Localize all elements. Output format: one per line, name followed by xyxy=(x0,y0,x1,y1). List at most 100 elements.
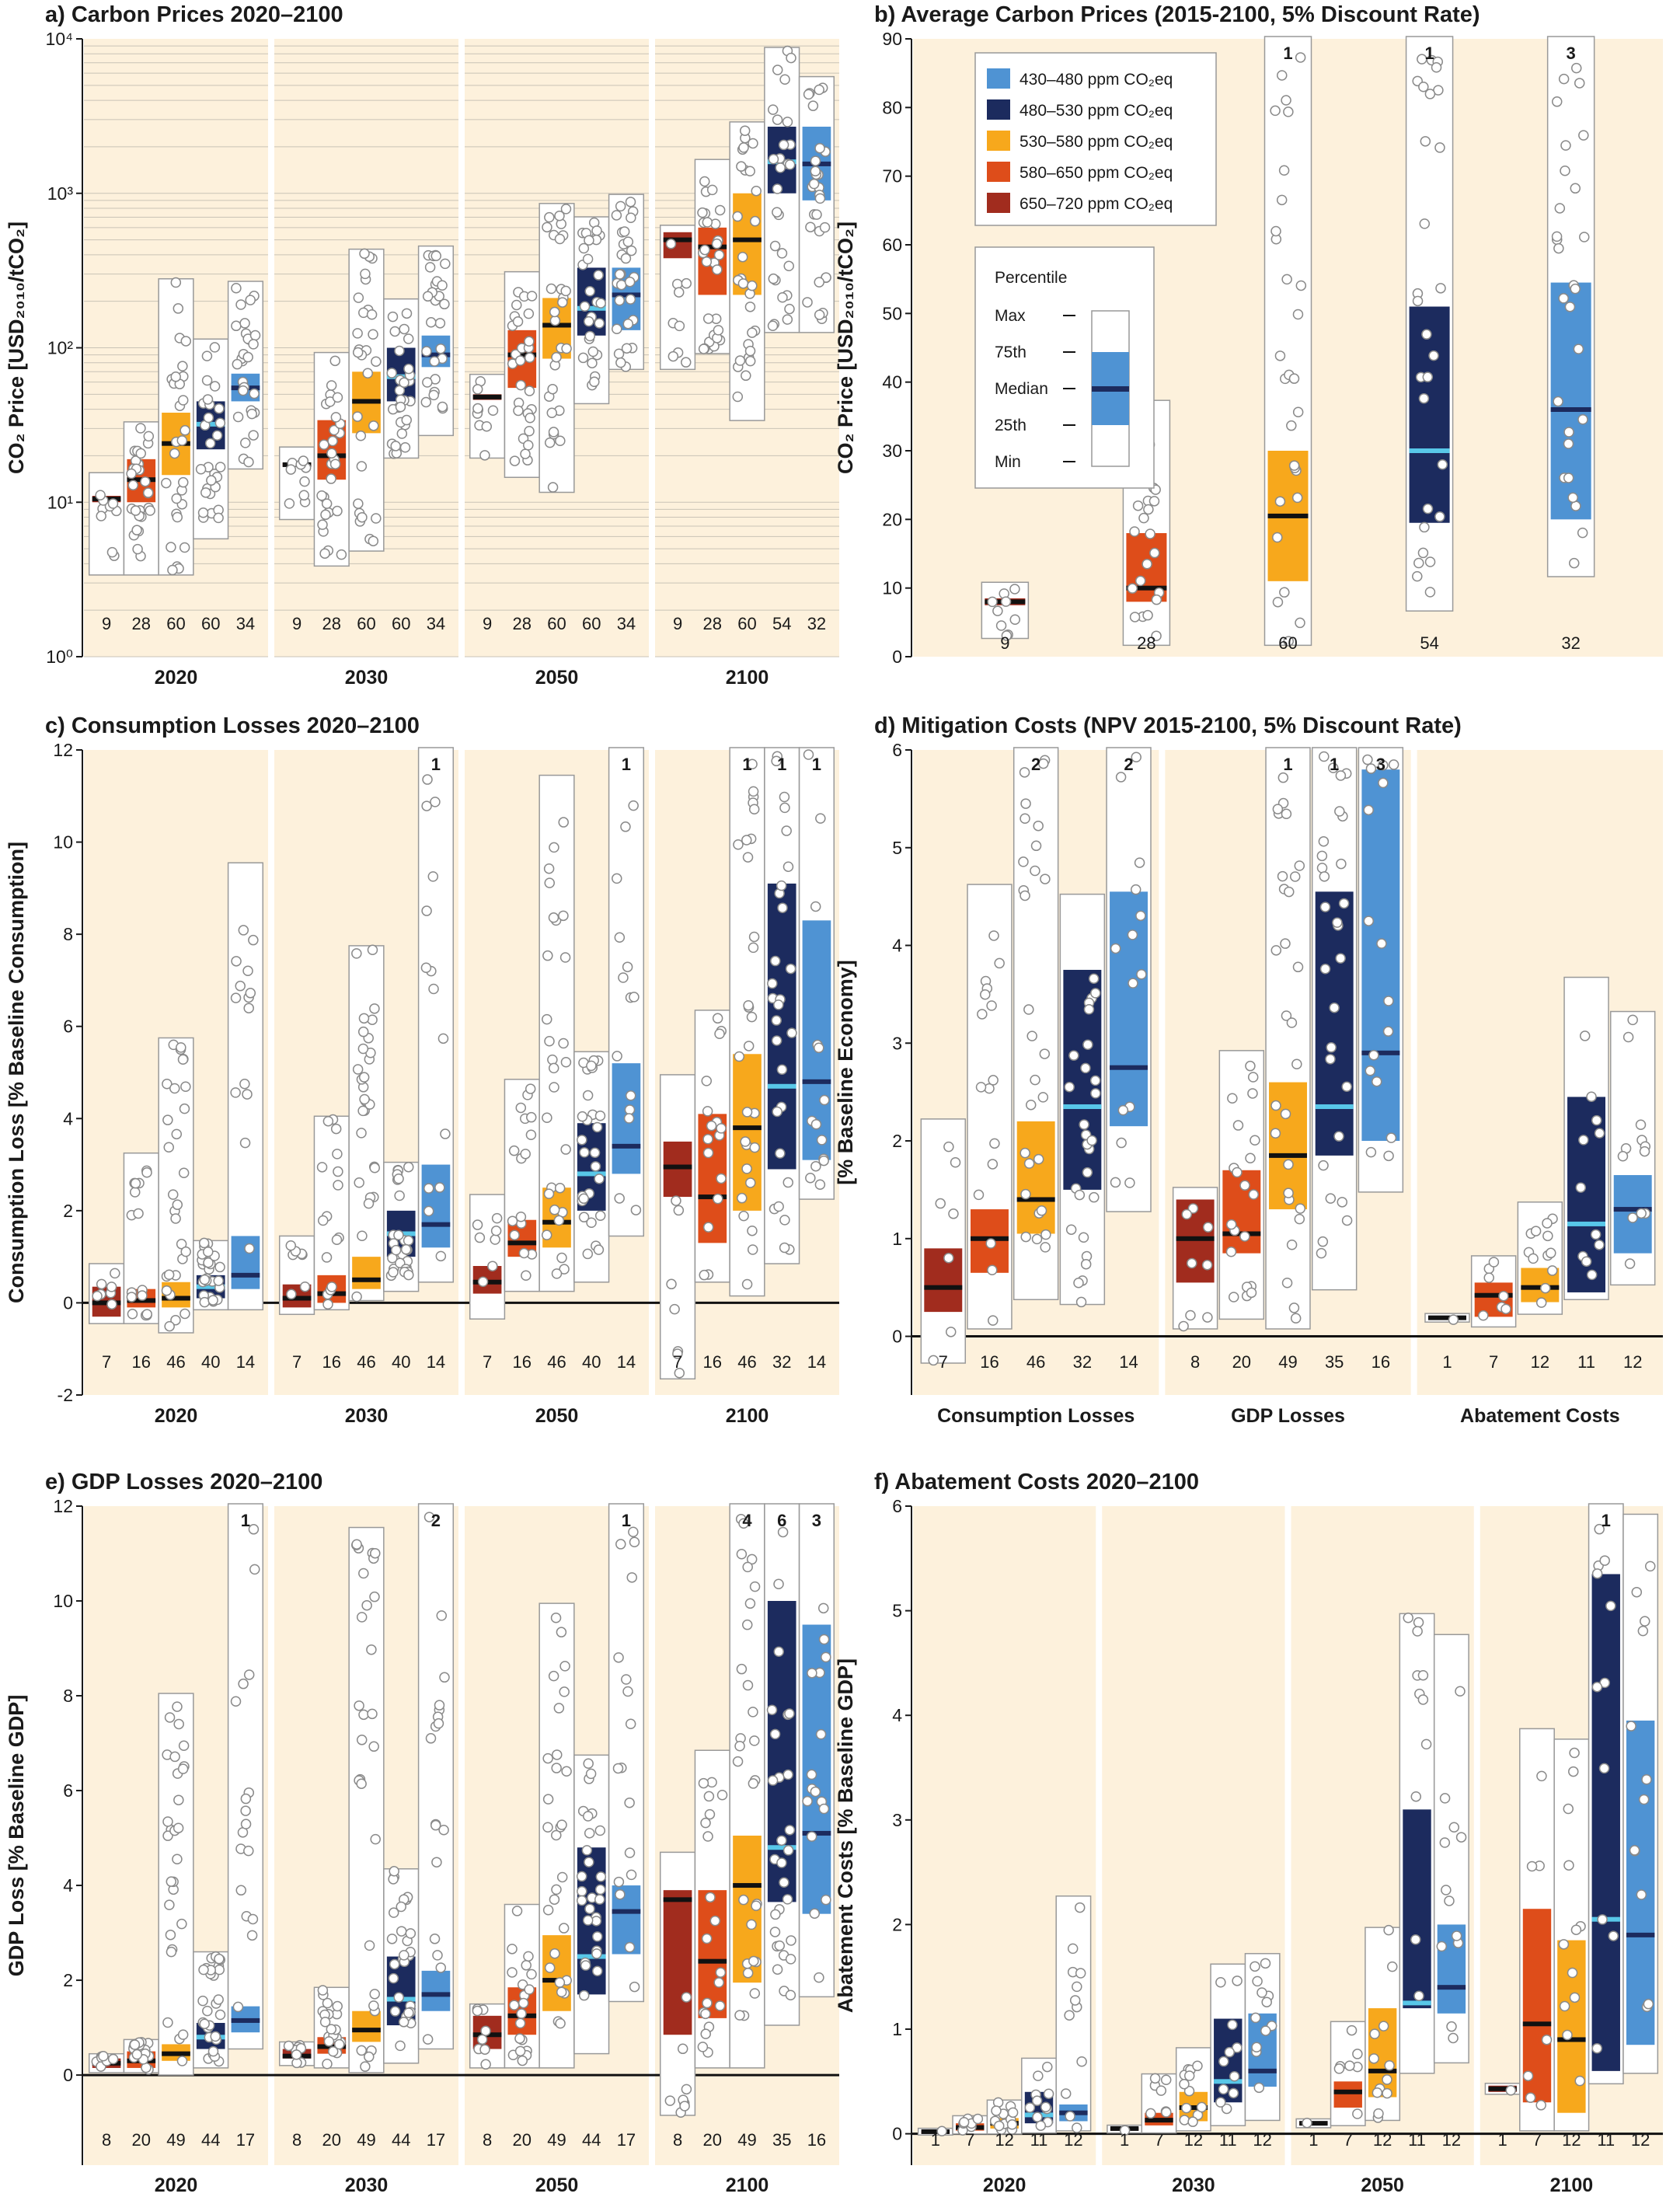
data-point xyxy=(400,1243,412,1255)
data-point xyxy=(1250,1135,1260,1146)
data-point xyxy=(1334,806,1345,817)
data-point xyxy=(357,1026,369,1037)
group-label: 2030 xyxy=(345,2174,389,2196)
data-point xyxy=(507,1215,518,1226)
data-point xyxy=(135,448,147,459)
data-point xyxy=(1341,1081,1352,1093)
data-point xyxy=(1270,1100,1281,1111)
data-point xyxy=(766,1704,778,1716)
data-point xyxy=(389,1866,399,1877)
data-point xyxy=(803,89,814,100)
data-point xyxy=(356,1735,368,1745)
data-point xyxy=(284,498,295,509)
data-point xyxy=(1383,996,1394,1006)
y-tick-label: 0 xyxy=(63,1292,73,1313)
range-box xyxy=(920,1118,967,1364)
data-point xyxy=(665,238,677,249)
data-point xyxy=(1215,2097,1226,2108)
data-point xyxy=(370,1833,381,1845)
count-label: 46 xyxy=(1026,1352,1045,1372)
data-point xyxy=(679,2101,690,2112)
outlier-count: 1 xyxy=(622,1511,631,1530)
data-point xyxy=(751,185,762,197)
data-point xyxy=(368,2000,379,2011)
group-label: 2020 xyxy=(155,667,198,689)
data-point xyxy=(428,983,439,995)
data-point xyxy=(173,303,184,314)
data-point xyxy=(1185,1309,1196,1321)
count-label: 14 xyxy=(236,1352,255,1372)
y-tick-label: 2 xyxy=(892,1131,902,1151)
data-point xyxy=(177,2029,189,2040)
data-point xyxy=(399,1950,410,1961)
data-point xyxy=(1272,532,1283,543)
data-point xyxy=(1626,1721,1636,1731)
data-point xyxy=(358,1072,370,1083)
data-point xyxy=(1148,496,1160,507)
data-point xyxy=(131,2049,143,2060)
data-point xyxy=(1286,420,1297,431)
data-point xyxy=(1218,2056,1229,2067)
data-point xyxy=(579,301,591,312)
data-point xyxy=(732,211,743,222)
data-point xyxy=(702,1997,713,2009)
data-point xyxy=(1020,798,1031,809)
data-point xyxy=(1335,953,1346,964)
range-box xyxy=(88,472,125,576)
count-label: 9 xyxy=(673,614,682,633)
data-point xyxy=(578,1212,590,1222)
median-line xyxy=(767,1845,796,1850)
data-point xyxy=(1020,813,1030,824)
data-point xyxy=(555,435,566,447)
legend-box xyxy=(974,52,1217,226)
data-point xyxy=(1559,2000,1570,2012)
data-point xyxy=(526,1111,537,1123)
data-point xyxy=(980,989,991,1000)
percentile-title: Percentile xyxy=(995,269,1067,287)
data-point xyxy=(1247,1088,1258,1099)
data-point xyxy=(426,317,437,328)
data-point xyxy=(542,950,553,961)
y-tick-label: 4 xyxy=(63,1108,73,1128)
data-point xyxy=(1295,1203,1306,1214)
data-point xyxy=(403,333,414,344)
data-point xyxy=(578,1990,590,2001)
count-label: 14 xyxy=(617,1352,636,1372)
data-point xyxy=(178,1740,190,1752)
data-point xyxy=(786,1935,796,1946)
data-point xyxy=(1594,1128,1605,1139)
data-point xyxy=(1590,1229,1602,1240)
data-point xyxy=(332,2000,343,2012)
data-point xyxy=(180,336,192,347)
median-line xyxy=(1557,2037,1586,2042)
panel-title: e) GDP Losses 2020–2100 xyxy=(45,1470,322,1494)
data-point xyxy=(769,240,781,252)
data-point xyxy=(972,2113,984,2125)
y-tick-label: 30 xyxy=(882,441,902,461)
count-label: 7 xyxy=(939,1352,948,1372)
data-point xyxy=(629,1981,640,1993)
median-line xyxy=(577,1171,606,1177)
data-point xyxy=(1328,762,1339,773)
data-point xyxy=(1530,1226,1542,1236)
data-point xyxy=(127,480,139,491)
data-point xyxy=(713,1193,723,1205)
data-point xyxy=(973,1189,985,1201)
data-point xyxy=(513,405,524,417)
data-point xyxy=(162,1114,173,1125)
data-point xyxy=(368,420,379,431)
data-point xyxy=(1594,1240,1605,1250)
data-point xyxy=(521,1270,532,1281)
data-point xyxy=(1072,1981,1082,1993)
y-tick-label: 5 xyxy=(892,838,902,858)
data-point xyxy=(480,2059,491,2070)
data-point xyxy=(508,1145,520,1156)
y-tick-label: 2 xyxy=(892,1914,902,1934)
data-point xyxy=(1260,1958,1271,1969)
median-line xyxy=(1409,448,1450,453)
data-point xyxy=(1040,1229,1051,1240)
data-point xyxy=(1232,1167,1243,1178)
median-line xyxy=(421,1222,451,1227)
data-point xyxy=(810,1786,821,1798)
